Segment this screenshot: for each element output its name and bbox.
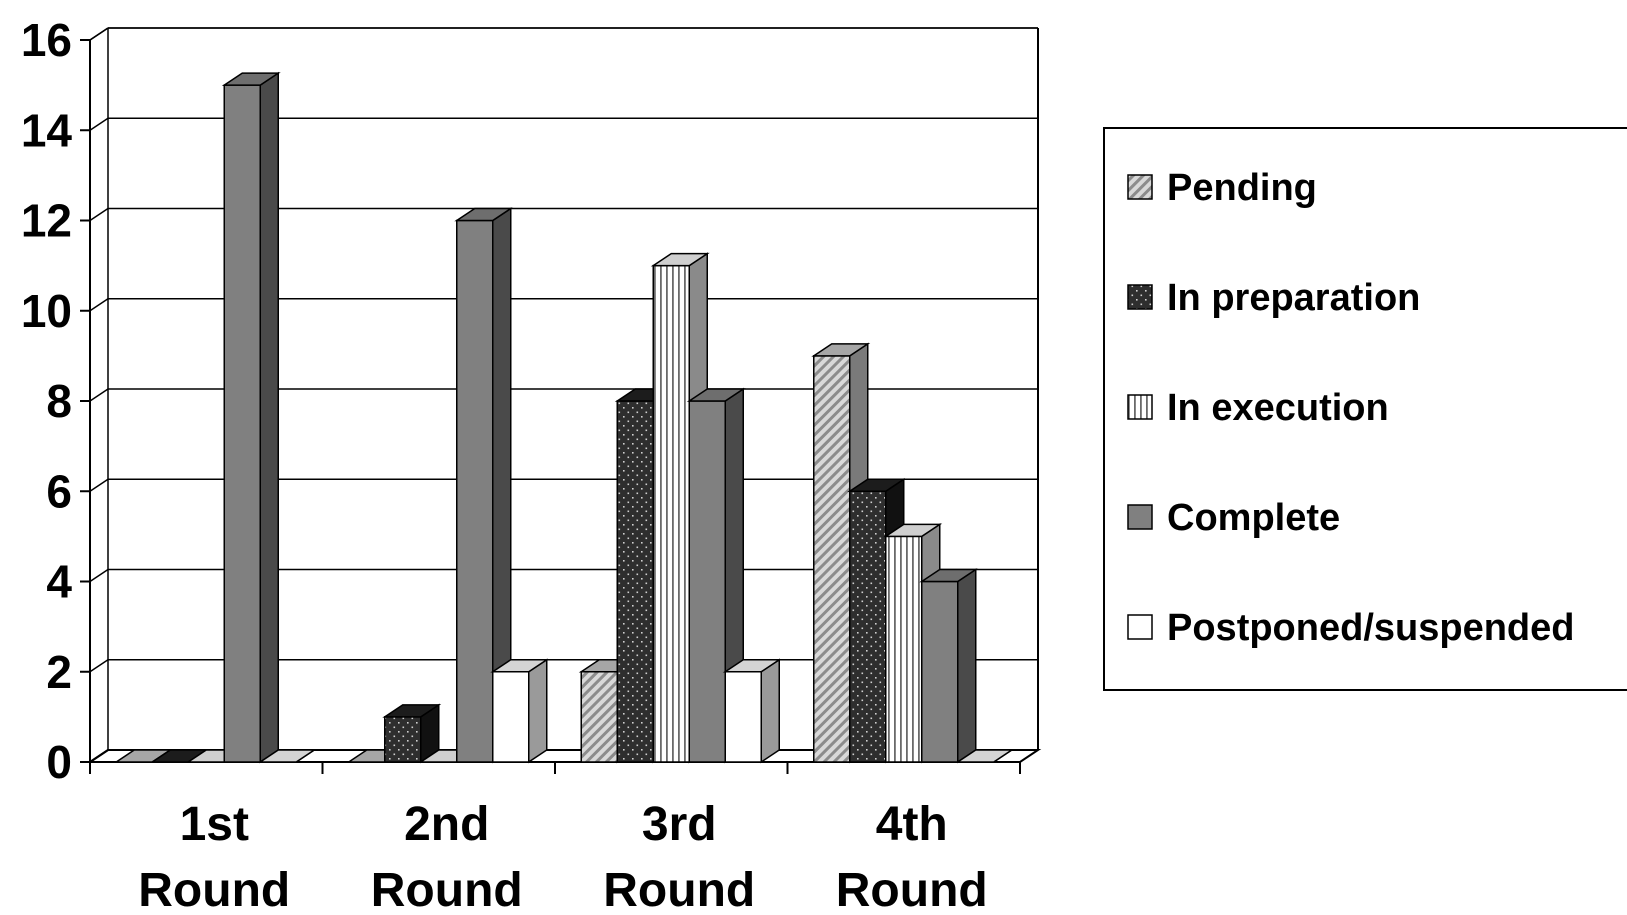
legend-item: Pending [1127,167,1317,209]
bars [113,71,1015,764]
bar-front [492,671,530,763]
bar [257,749,317,763]
bar-front [616,400,654,763]
bar-front [223,84,261,763]
bar-top [454,207,514,222]
legend-swatch [1127,284,1153,310]
legend-swatch [1127,394,1153,420]
legend-swatch [1127,174,1153,200]
bar-top [883,523,943,538]
bar-side [760,658,780,764]
y-tick-label: 16 [21,14,72,66]
bar [919,568,979,764]
bar-top [811,343,871,357]
bar-top [650,252,710,267]
bar-side [528,658,548,764]
bar-top [955,749,1015,763]
bar [490,658,550,764]
x-category-label: Round [138,864,290,915]
legend-label: Pending [1167,167,1317,209]
x-category-label: Round [371,864,523,915]
gridline-diag [89,298,109,312]
gridline-diag [89,568,109,583]
bar-front [652,264,690,763]
y-tick-label: 4 [46,556,72,608]
bar-top [847,478,907,492]
bar-front [813,355,851,763]
legend-swatch [1127,504,1153,530]
legend: Pending In preparation In execution Complet… [1103,127,1627,691]
bar-front [849,490,887,763]
legend-box [1103,127,1627,691]
bar-top [257,749,317,763]
bar-top [221,72,281,86]
bar [955,749,1015,763]
bar [382,703,442,764]
bar-front [885,535,923,763]
y-axis-ticks: 0 2 4 6 8 10 12 14 16 [21,14,90,788]
y-tick-label: 6 [46,465,72,517]
legend-item: In execution [1127,387,1389,429]
y-tick-label: 12 [21,195,72,247]
gridline-diag [89,117,109,131]
legend-label: Complete [1167,497,1340,539]
bar-top [919,568,979,583]
bar [221,71,281,764]
gridline-diag [89,207,109,222]
legend-item: Postponed/suspended [1127,607,1574,649]
legend-label: Postponed/suspended [1167,607,1574,649]
bar-top [722,659,782,673]
x-category-label: 2nd [404,798,489,851]
bar-front [921,580,959,763]
bar-top [382,704,442,718]
bar-top [686,388,746,402]
bar [650,252,710,764]
gridline-diag [89,27,109,41]
bar-front [456,219,494,763]
legend-items: Pending In preparation In execution Complet… [1127,167,1574,649]
x-category-label: Round [603,864,755,915]
legend-label: In preparation [1167,277,1420,319]
gridline-diag [89,388,109,402]
gridline-diag [89,478,109,492]
bar-front [688,400,726,763]
bar-top [490,659,550,673]
y-tick-label: 10 [21,285,72,337]
side-wall [89,749,109,763]
legend-item: In preparation [1127,277,1420,319]
x-category-label: 4th [876,798,948,851]
legend-label: In execution [1167,387,1389,429]
bar-front [580,671,618,763]
x-category-label: 3rd [642,798,717,851]
legend-item: Complete [1127,497,1340,539]
bar [722,658,782,764]
bar-side [957,568,977,764]
x-category-label: 1st [180,798,249,851]
bar-front [724,671,762,763]
y-tick-label: 8 [46,375,72,427]
x-axis-ticks: 1st Round 2nd Round 3rd Round 4th Round [89,762,1021,915]
bar-front [384,716,422,763]
y-tick-label: 0 [46,736,72,788]
y-tick-label: 2 [46,646,72,698]
legend-swatch [1127,614,1153,640]
x-category-label: Round [836,864,988,915]
bar-side [259,71,279,764]
gridline-diag [89,659,109,673]
y-tick-label: 14 [21,104,73,156]
